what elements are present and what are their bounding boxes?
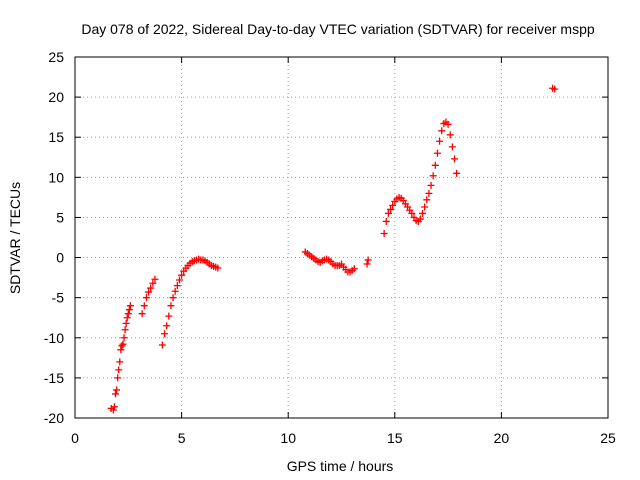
- data-point: [116, 358, 124, 366]
- data-point: [147, 284, 155, 292]
- data-point: [117, 346, 125, 354]
- data-point: [124, 310, 132, 318]
- y-tick-label: 5: [56, 209, 64, 225]
- data-point: [123, 314, 131, 322]
- axis-ticks: [74, 56, 609, 419]
- data-point: [450, 155, 458, 163]
- data-point: [214, 264, 222, 272]
- data-point: [142, 294, 150, 302]
- data-point: [122, 319, 130, 327]
- x-axis-label: GPS time / hours: [287, 458, 394, 474]
- data-point: [363, 260, 371, 268]
- y-tick-label: -10: [44, 330, 64, 346]
- data-point: [138, 310, 146, 318]
- data-point: [416, 215, 424, 223]
- data-point: [118, 342, 126, 350]
- data-point: [175, 276, 183, 284]
- data-point: [364, 256, 372, 264]
- data-point: [167, 302, 175, 310]
- data-point: [446, 131, 454, 139]
- data-point: [171, 287, 179, 295]
- data-point: [448, 143, 456, 151]
- data-point: [421, 203, 429, 211]
- x-tick-labels: 0 5 10 15 20 25: [71, 430, 616, 446]
- plot-frame: [74, 56, 609, 419]
- y-axis-label: SDTVAR / TECUs: [7, 182, 23, 294]
- data-point: [380, 229, 388, 237]
- x-tick-label: 20: [494, 430, 510, 446]
- data-point: [149, 279, 157, 287]
- data-points: [107, 84, 559, 414]
- y-tick-label: -15: [44, 370, 64, 386]
- data-point: [161, 330, 169, 338]
- y-tick-label: 25: [48, 49, 64, 65]
- data-point: [140, 302, 148, 310]
- x-tick-label: 0: [71, 430, 79, 446]
- data-point: [425, 189, 433, 197]
- data-point: [389, 201, 397, 209]
- data-point: [419, 209, 427, 217]
- x-tick-label: 10: [280, 430, 296, 446]
- data-point: [438, 127, 446, 135]
- y-tick-labels: -20 -15 -10 -5 0 5 10 15 20 25: [44, 49, 64, 426]
- data-point: [112, 390, 120, 398]
- data-point: [178, 271, 186, 279]
- data-point: [427, 181, 435, 189]
- data-point: [165, 312, 173, 320]
- data-point: [173, 282, 181, 290]
- data-point: [120, 334, 128, 342]
- data-point: [384, 209, 392, 217]
- data-point: [387, 205, 395, 213]
- grid-lines: [75, 57, 608, 418]
- data-point: [114, 374, 122, 382]
- data-point: [444, 120, 452, 128]
- data-point: [350, 265, 358, 273]
- y-tick-label: -5: [52, 290, 65, 306]
- y-tick-label: 0: [56, 250, 64, 266]
- data-point: [429, 172, 437, 180]
- data-point: [158, 341, 166, 349]
- x-tick-label: 25: [600, 430, 616, 446]
- data-point: [119, 340, 127, 348]
- y-tick-label: -20: [44, 410, 64, 426]
- data-point: [431, 161, 439, 169]
- data-point: [551, 85, 559, 93]
- data-point: [408, 209, 416, 217]
- data-point: [151, 275, 159, 283]
- data-point: [145, 288, 153, 296]
- data-point: [113, 386, 121, 394]
- x-tick-label: 15: [387, 430, 403, 446]
- data-point: [453, 169, 461, 177]
- data-point: [433, 149, 441, 157]
- data-point: [169, 294, 177, 302]
- y-tick-label: 20: [48, 89, 64, 105]
- y-tick-label: 15: [48, 129, 64, 145]
- data-point: [115, 366, 123, 374]
- data-point: [423, 196, 431, 204]
- data-point: [436, 137, 444, 145]
- data-point: [121, 326, 129, 334]
- data-point: [110, 403, 118, 411]
- data-point: [126, 302, 134, 310]
- y-tick-label: 10: [48, 169, 64, 185]
- x-tick-label: 5: [178, 430, 186, 446]
- data-point: [125, 306, 133, 314]
- data-point: [163, 322, 171, 330]
- data-point: [109, 406, 117, 414]
- data-point: [382, 217, 390, 225]
- chart-title: Day 078 of 2022, Sidereal Day-to-day VTE…: [81, 21, 594, 37]
